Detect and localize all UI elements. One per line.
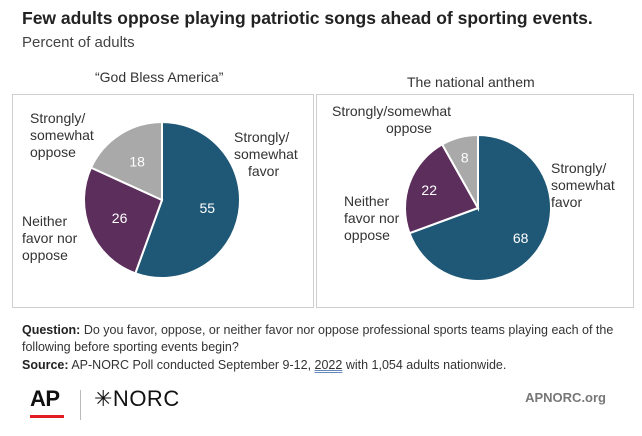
pie1-neither-label: Neither favor nor oppose <box>22 213 78 263</box>
norc-logo: ✳NORC <box>94 386 180 411</box>
pie1-slice-1 <box>83 166 164 275</box>
ap-logo-underline <box>30 415 64 418</box>
pie2-slice-2 <box>440 133 479 212</box>
pie-chart-national-anthem: 68 22 8 <box>404 133 552 282</box>
pie1-title: “God Bless America” <box>95 69 224 85</box>
logo-divider <box>80 390 81 420</box>
pie2-value-label-0: 68 <box>513 230 529 246</box>
pie1-slice-2 <box>89 120 163 202</box>
question-note: Question: Do you favor, oppose, or neith… <box>22 323 614 354</box>
pie1-oppose-label: Strongly/somewhat oppose <box>30 110 94 160</box>
ap-logo: AP <box>30 386 60 411</box>
pie1-favor-label: Strongly/somewhat favor <box>234 129 298 179</box>
pie2-title: The national anthem <box>407 74 535 90</box>
pie-chart-god-bless-america: 55 26 18 <box>83 120 241 279</box>
apnorc-url: APNORC.org <box>525 390 606 405</box>
pie2-value-label-1: 22 <box>421 182 437 198</box>
pie2-slice-0 <box>408 133 552 282</box>
pie2-favor-label: Strongly/somewhat favor <box>551 160 615 210</box>
source-note: Source: AP-NORC Poll conducted September… <box>22 358 507 372</box>
pie2-oppose-label: Strongly/somewhat oppose <box>332 103 452 136</box>
pie1-value-label-1: 26 <box>112 210 128 226</box>
pie1-slice-0 <box>134 120 241 279</box>
chart-title: Few adults oppose playing patriotic song… <box>22 8 593 28</box>
pie2-slice-1 <box>404 143 480 235</box>
pie1-value-label-2: 18 <box>129 153 145 169</box>
chart-subtitle: Percent of adults <box>22 34 135 51</box>
pie2-neither-label: Neither favor nor oppose <box>344 193 400 243</box>
pie2-value-label-2: 8 <box>461 150 469 166</box>
pie1-value-label-0: 55 <box>200 200 216 216</box>
